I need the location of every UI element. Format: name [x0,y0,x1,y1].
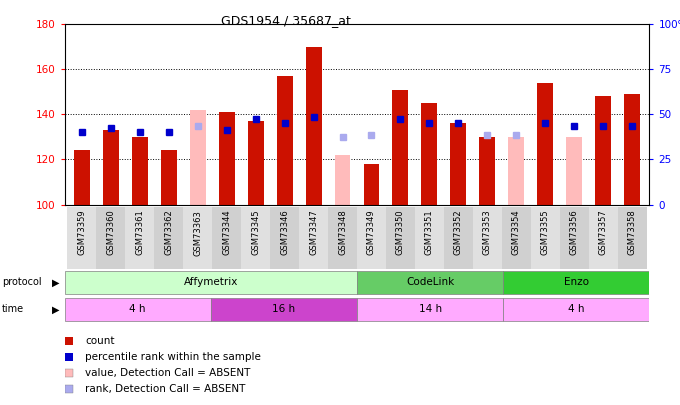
Text: count: count [85,336,114,346]
Bar [299,207,328,269]
Text: GSM73357: GSM73357 [598,210,607,256]
Bar [617,207,647,269]
Text: Enzo: Enzo [564,277,589,287]
Bar [473,207,502,269]
Text: GSM73347: GSM73347 [309,210,318,256]
Bar [502,207,530,269]
Bar [328,207,357,269]
Bar [503,298,649,321]
Bar [305,47,322,205]
Text: GSM73348: GSM73348 [338,210,347,256]
Text: GDS1954 / 35687_at: GDS1954 / 35687_at [221,14,350,27]
Bar [67,207,97,269]
Text: GSM73360: GSM73360 [107,210,116,256]
Text: GSM73358: GSM73358 [628,210,636,256]
Bar [530,207,560,269]
Bar [357,207,386,269]
Text: 16 h: 16 h [272,305,296,314]
Bar [479,137,495,205]
Bar [219,112,235,205]
Text: GSM73359: GSM73359 [78,210,86,255]
Text: protocol: protocol [2,277,41,287]
Bar [537,83,553,205]
Text: GSM73354: GSM73354 [512,210,521,255]
Bar [277,76,292,205]
Text: rank, Detection Call = ABSENT: rank, Detection Call = ABSENT [85,384,245,394]
Bar [161,151,177,205]
Text: GSM73362: GSM73362 [165,210,173,256]
Bar [154,207,184,269]
Bar [508,137,524,205]
Text: 14 h: 14 h [418,305,442,314]
Text: value, Detection Call = ABSENT: value, Detection Call = ABSENT [85,368,250,378]
Bar [190,110,206,205]
Bar [566,151,582,205]
Text: GSM73352: GSM73352 [454,210,463,255]
Bar [560,207,589,269]
Text: percentile rank within the sample: percentile rank within the sample [85,352,261,362]
Text: 4 h: 4 h [129,305,146,314]
Text: GSM73350: GSM73350 [396,210,405,255]
Bar [211,298,357,321]
Bar [125,207,154,269]
Bar [444,207,473,269]
Bar [65,271,357,294]
Text: GSM73361: GSM73361 [135,210,144,256]
Bar [270,207,299,269]
Text: GSM73363: GSM73363 [193,210,202,256]
Bar [415,207,444,269]
Text: GSM73345: GSM73345 [251,210,260,255]
Bar [184,207,212,269]
Bar [566,137,582,205]
Text: GSM73353: GSM73353 [483,210,492,256]
Text: 4 h: 4 h [568,305,585,314]
Bar [103,130,119,205]
Bar [248,121,264,205]
Bar [212,207,241,269]
Bar [392,90,409,205]
Bar [450,124,466,205]
Text: GSM73355: GSM73355 [541,210,549,255]
Bar [357,298,503,321]
Bar [74,151,90,205]
Bar [595,96,611,205]
Bar [364,164,379,205]
Text: GSM73356: GSM73356 [570,210,579,256]
Text: time: time [2,305,24,314]
Text: GSM73349: GSM73349 [367,210,376,255]
Bar [624,94,640,205]
Bar [335,155,350,205]
Text: ▶: ▶ [52,305,60,314]
Bar [97,207,125,269]
Text: GSM73344: GSM73344 [222,210,231,255]
Bar [132,137,148,205]
Bar [241,207,270,269]
Text: GSM73346: GSM73346 [280,210,289,256]
Text: Affymetrix: Affymetrix [184,277,238,287]
Text: ▶: ▶ [52,277,60,287]
Bar [386,207,415,269]
Bar [357,271,503,294]
Text: CodeLink: CodeLink [406,277,454,287]
Text: GSM73351: GSM73351 [425,210,434,255]
Bar [589,207,617,269]
Bar [422,103,437,205]
Bar [503,271,649,294]
Bar [65,298,211,321]
